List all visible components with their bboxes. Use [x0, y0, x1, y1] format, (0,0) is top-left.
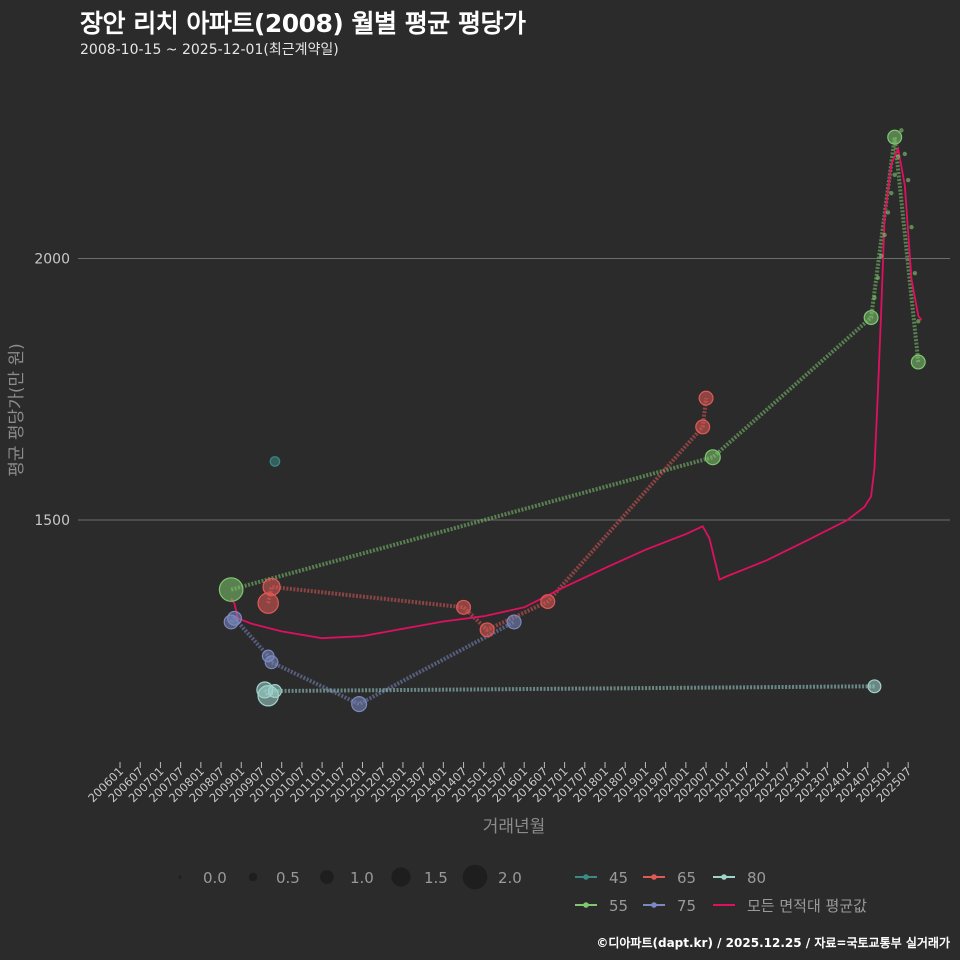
trend-dot	[916, 319, 921, 324]
trend-dot	[895, 154, 901, 159]
y-tick-label: 1500	[34, 513, 70, 529]
x-axis-title: 거래년월	[483, 817, 546, 837]
legend-swatch-dot	[651, 902, 657, 908]
series-trail-65	[266, 397, 709, 633]
size-legend-key	[462, 864, 488, 890]
trend-dot	[892, 172, 897, 178]
size-legend-key	[320, 870, 334, 884]
point-75	[506, 614, 522, 630]
size-legend-label: 1.0	[350, 869, 374, 887]
trend-dot	[872, 295, 877, 300]
series-trail-55	[230, 136, 921, 592]
legend-swatch-dot	[651, 874, 657, 880]
point-75	[223, 614, 239, 630]
chart-subtitle: 2008-10-15 ~ 2025-12-01(최근계약일)	[80, 42, 339, 58]
size-legend-key	[178, 875, 182, 879]
size-legend-key	[391, 867, 411, 887]
trend-dot	[912, 270, 918, 276]
chart-title: 장안 리치 아파트(2008) 월별 평균 평당가	[80, 9, 526, 38]
point-65	[698, 390, 714, 406]
point-75	[351, 696, 368, 713]
size-legend-label: 0.0	[203, 869, 227, 887]
trend-dot	[902, 151, 907, 157]
trend-dot	[885, 210, 891, 215]
legend-label: 75	[677, 897, 696, 915]
trend-dot	[875, 275, 881, 281]
point-65	[456, 599, 472, 615]
legend-swatch-dot	[583, 902, 589, 908]
size-legend-key	[248, 872, 258, 882]
legend-label: 55	[609, 897, 628, 915]
size-legend-label: 0.5	[276, 869, 300, 887]
average-line	[230, 145, 923, 640]
legend-swatch-dot	[721, 874, 727, 880]
point-55	[887, 129, 903, 145]
legend-label: 45	[609, 869, 628, 887]
trend-dot	[882, 232, 887, 238]
y-tick-label: 2000	[34, 252, 70, 268]
size-legend-label: 1.5	[424, 869, 448, 887]
point-45	[269, 456, 281, 467]
point-55	[863, 310, 879, 326]
trend-dot	[905, 177, 911, 183]
point-65	[695, 419, 711, 435]
trend-dot	[909, 224, 914, 230]
legend-swatch-dot	[583, 874, 589, 880]
point-75	[264, 655, 279, 670]
legend-label: 80	[747, 869, 766, 887]
legend-label: 모든 면적대 평균값	[747, 897, 867, 915]
size-legend-label: 2.0	[498, 869, 522, 887]
point-65	[479, 622, 495, 638]
trend-dot	[899, 128, 904, 133]
source-caption: ©디아파트(dapt.kr) / 2025.12.25 / 자료=국토교통부 실…	[596, 936, 950, 950]
point-65	[257, 592, 279, 614]
trend-dot	[889, 190, 894, 196]
point-80	[267, 684, 282, 698]
y-axis-title: 평균 평당가(만 원)	[7, 343, 27, 477]
point-80	[867, 679, 882, 694]
point-55	[218, 577, 244, 602]
series-trail-80	[263, 684, 875, 699]
point-55	[910, 354, 926, 370]
trend-dot	[879, 253, 884, 259]
point-65	[540, 594, 556, 610]
legend-label: 65	[677, 869, 696, 887]
point-55	[704, 449, 721, 466]
